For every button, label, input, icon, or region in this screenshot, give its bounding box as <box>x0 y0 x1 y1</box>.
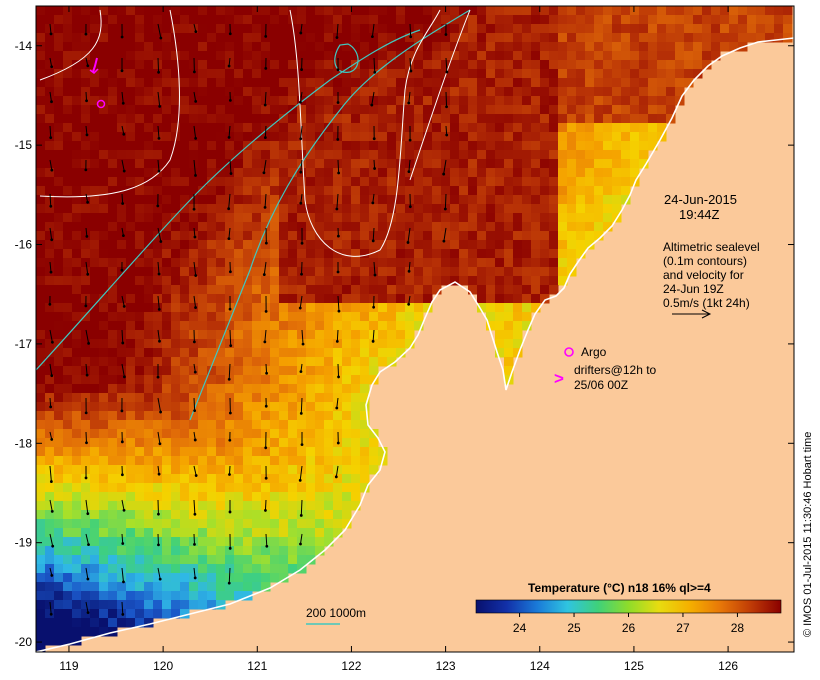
velocity-scale-arrow <box>672 309 712 319</box>
sealevel-contour-2 <box>289 9 441 257</box>
lon-tick-label: 124 <box>530 659 550 673</box>
lat-tick--18: -18 <box>15 436 794 450</box>
altimetry-note-line2: (0.1m contours) <box>663 254 747 268</box>
argo-float <box>96 99 106 109</box>
credit-text: © IMOS 01-Jul-2015 11:30:46 Hobart time <box>802 432 814 637</box>
colorbar-tick-label: 24 <box>513 621 527 635</box>
map-field <box>36 6 794 652</box>
lon-tick-124: 124 <box>530 6 550 673</box>
colorbar-gradient <box>475 599 782 614</box>
lon-tick-126: 126 <box>718 6 738 673</box>
lat-tick-label: -15 <box>15 138 33 152</box>
drifter-legend-line2: 25/06 00Z <box>574 378 628 392</box>
argo-legend: Argo <box>564 345 607 359</box>
altimetry-note-line1: Altimetric sealevel <box>663 240 760 254</box>
colorbar-tick-label: 27 <box>676 621 690 635</box>
altimetry-note-line3: and velocity for <box>663 268 744 282</box>
lat-tick-label: -18 <box>15 436 33 450</box>
colorbar-tick-label: 28 <box>731 621 745 635</box>
lon-tick-125: 125 <box>624 6 644 673</box>
lon-tick-123: 123 <box>436 6 456 673</box>
lon-tick-label: 126 <box>718 659 738 673</box>
lat-tick-label: -19 <box>15 536 33 550</box>
lon-tick-120: 120 <box>153 6 173 673</box>
lon-tick-122: 122 <box>341 6 362 673</box>
lon-tick-label: 121 <box>247 659 267 673</box>
lat-tick--16: -16 <box>15 238 794 252</box>
isobath-1000m <box>189 9 471 421</box>
colorbar: Temperature (°C) n18 16% ql>=4 24 25 26 27 2… <box>475 581 782 635</box>
lat-tick--14: -14 <box>15 39 794 53</box>
lat-tick-label: -16 <box>15 238 33 252</box>
sealevel-contour-1 <box>39 9 180 198</box>
isobath-shoal <box>334 43 359 73</box>
lat-tick--15: -15 <box>15 138 794 152</box>
lat-tick--17: -17 <box>15 337 794 351</box>
drifter-track <box>89 57 99 74</box>
colorbar-ticks: 24 25 26 27 28 <box>513 613 745 635</box>
lat-tick--19: -19 <box>15 536 794 550</box>
image-date: 24-Jun-2015 <box>664 192 737 207</box>
lon-tick-label: 120 <box>153 659 173 673</box>
latitude-axis: -14 -15 -16 -17 -18 -19 -20 <box>15 39 794 649</box>
lat-tick-label: -14 <box>15 39 33 53</box>
lon-tick-label: 123 <box>436 659 456 673</box>
colorbar-title: Temperature (°C) n18 16% ql>=4 <box>528 581 711 595</box>
sealevel-contours <box>39 9 471 257</box>
altimetry-note-line4: 24-Jun 19Z <box>663 282 724 296</box>
velocity-vectors <box>48 23 449 616</box>
lon-tick-121: 121 <box>247 6 268 673</box>
lat-tick--20: -20 <box>15 635 794 649</box>
longitude-axis: 119 120 121 122 123 124 125 126 <box>59 6 738 673</box>
coastline-path <box>36 37 794 652</box>
isobath-200m <box>36 29 421 371</box>
lon-tick-label: 122 <box>341 659 361 673</box>
drifter-legend-line1: drifters@12h to <box>574 363 657 377</box>
isobath-contours <box>36 9 471 421</box>
lat-tick-label: -17 <box>15 337 33 351</box>
sealevel-contour-3 <box>39 9 102 81</box>
argo-legend-symbol <box>564 347 574 357</box>
coastline <box>36 37 794 652</box>
drifter-legend-symbol: > <box>554 369 564 388</box>
altimetry-note-line5: 0.5m/s (1kt 24h) <box>663 296 750 310</box>
colorbar-tick-label: 26 <box>622 621 636 635</box>
isobath-legend: 200 1000m <box>306 606 366 625</box>
sealevel-contour-4 <box>409 9 471 181</box>
plot-frame <box>35 5 795 653</box>
isobath-legend-label: 200 1000m <box>306 606 366 620</box>
argo-legend-label: Argo <box>581 345 607 359</box>
drifter-legend: > drifters@12h to 25/06 00Z <box>554 363 657 392</box>
lon-tick-label: 119 <box>59 659 78 673</box>
colorbar-tick-label: 25 <box>567 621 581 635</box>
lon-tick-119: 119 <box>59 6 79 673</box>
lat-tick-label: -20 <box>15 635 33 649</box>
lon-tick-label: 125 <box>624 659 644 673</box>
image-time: 19:44Z <box>679 207 720 222</box>
